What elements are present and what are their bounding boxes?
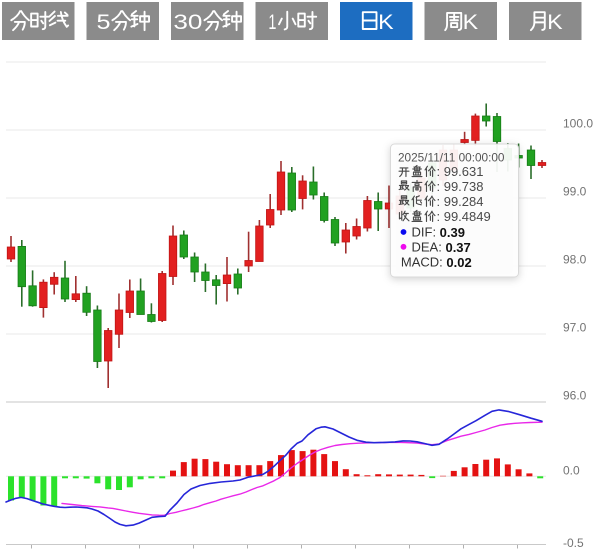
svg-text:99.0: 99.0 <box>563 185 587 199</box>
svg-text:30: 30 <box>173 11 202 34</box>
svg-text:MACD: 0.02: MACD: 0.02 <box>401 255 472 270</box>
svg-text:: 99.631: : 99.631 <box>437 164 484 179</box>
svg-text:: 99.284: : 99.284 <box>437 194 484 209</box>
svg-text:: 99.4849: : 99.4849 <box>437 209 491 224</box>
svg-text:K: K <box>378 11 394 34</box>
svg-text:-0.5: -0.5 <box>563 536 584 550</box>
svg-text:98.0: 98.0 <box>563 253 587 267</box>
svg-text:0.0: 0.0 <box>563 463 580 477</box>
svg-text:K: K <box>547 11 563 34</box>
svg-text:2025/11/11 00:00:00: 2025/11/11 00:00:00 <box>398 150 505 164</box>
svg-text:96.0: 96.0 <box>563 389 587 403</box>
svg-text:5: 5 <box>97 11 111 34</box>
svg-text:DEA: 0.37: DEA: 0.37 <box>412 239 471 254</box>
svg-text:100.0: 100.0 <box>563 117 593 131</box>
svg-text:: 99.738: : 99.738 <box>437 179 484 194</box>
svg-text:97.0: 97.0 <box>563 321 587 335</box>
svg-text:DIF: 0.39: DIF: 0.39 <box>412 225 465 240</box>
svg-text:K: K <box>463 11 479 34</box>
svg-text:1: 1 <box>268 11 276 34</box>
